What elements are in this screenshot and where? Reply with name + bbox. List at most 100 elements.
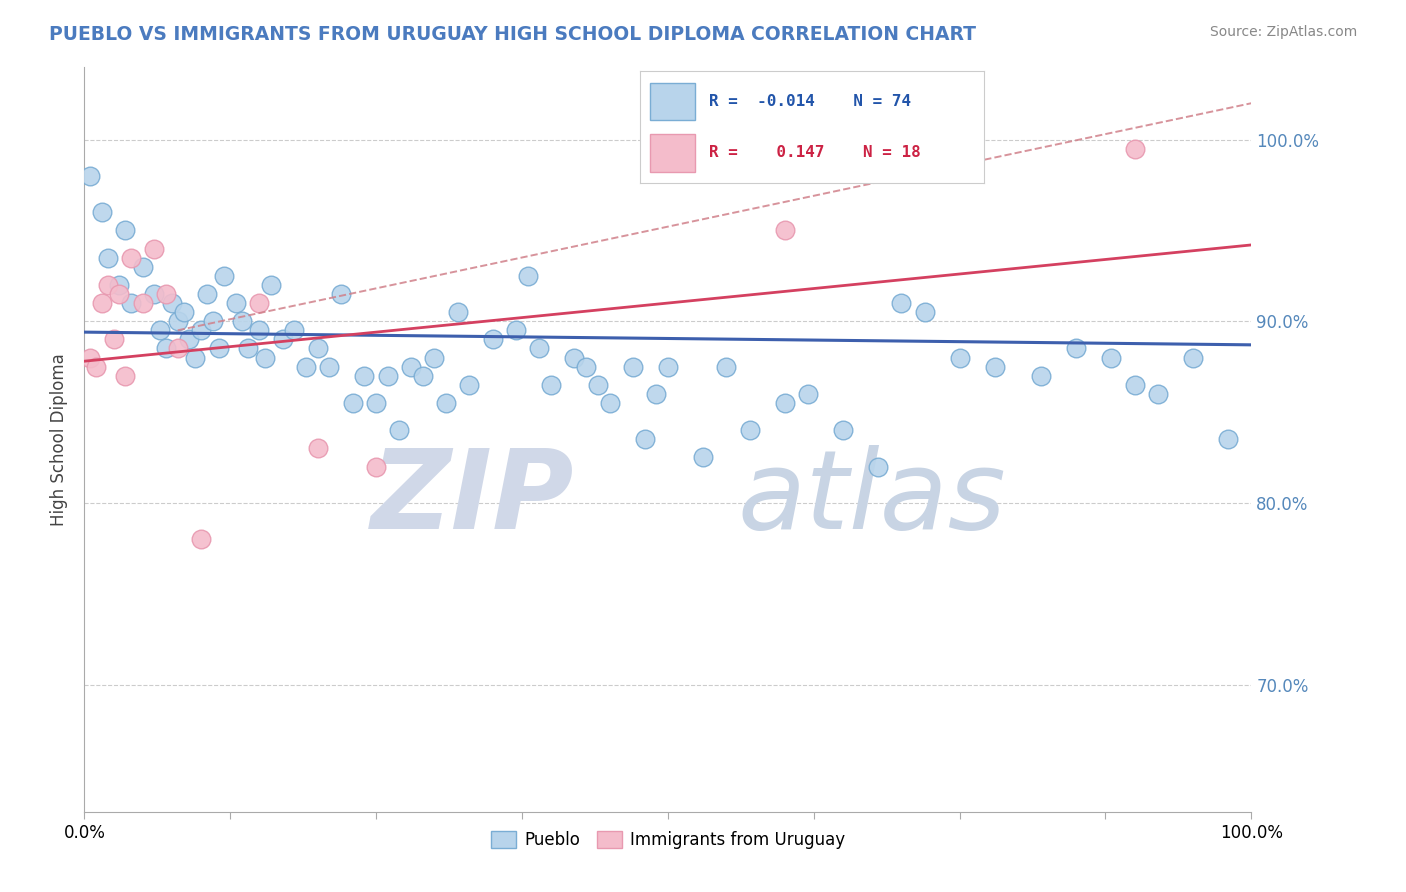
Point bbox=[155, 287, 177, 301]
Point bbox=[143, 287, 166, 301]
Point bbox=[914, 305, 936, 319]
Point bbox=[983, 359, 1005, 374]
Point bbox=[307, 342, 329, 356]
Point bbox=[108, 277, 131, 292]
Point bbox=[283, 323, 305, 337]
Point bbox=[295, 359, 318, 374]
Y-axis label: High School Diploma: High School Diploma bbox=[51, 353, 69, 525]
Point bbox=[149, 323, 172, 337]
Point bbox=[586, 377, 609, 392]
Point bbox=[516, 268, 538, 283]
Point bbox=[166, 342, 188, 356]
Point bbox=[114, 368, 136, 383]
Point bbox=[207, 342, 229, 356]
Point bbox=[1123, 142, 1146, 156]
Point bbox=[529, 342, 551, 356]
Point bbox=[132, 260, 155, 274]
Point bbox=[366, 459, 388, 474]
Point bbox=[330, 287, 353, 301]
Point bbox=[353, 368, 375, 383]
Point bbox=[540, 377, 562, 392]
Point bbox=[564, 351, 586, 365]
Point bbox=[179, 332, 201, 346]
Point bbox=[120, 251, 142, 265]
Point bbox=[195, 287, 218, 301]
Point bbox=[633, 432, 655, 446]
Point bbox=[866, 459, 889, 474]
Point bbox=[949, 351, 972, 365]
Point bbox=[184, 351, 207, 365]
Point bbox=[366, 396, 388, 410]
Point bbox=[160, 296, 183, 310]
Text: atlas: atlas bbox=[738, 445, 1007, 552]
Point bbox=[1181, 351, 1204, 365]
Point bbox=[166, 314, 188, 328]
Point bbox=[505, 323, 527, 337]
Point bbox=[1216, 432, 1239, 446]
Point bbox=[260, 277, 283, 292]
Point bbox=[1123, 377, 1146, 392]
Point bbox=[103, 332, 125, 346]
Point bbox=[173, 305, 195, 319]
Point bbox=[657, 359, 679, 374]
Bar bbox=[650, 134, 695, 171]
Point bbox=[114, 223, 136, 237]
Point bbox=[84, 359, 107, 374]
Point bbox=[458, 377, 481, 392]
Point bbox=[832, 423, 855, 437]
Point bbox=[249, 323, 271, 337]
Point bbox=[225, 296, 247, 310]
Point bbox=[434, 396, 457, 410]
Point bbox=[481, 332, 505, 346]
Point bbox=[342, 396, 364, 410]
Legend: Pueblo, Immigrants from Uruguay: Pueblo, Immigrants from Uruguay bbox=[484, 824, 852, 855]
Point bbox=[90, 296, 112, 310]
Point bbox=[108, 287, 131, 301]
Point bbox=[79, 169, 101, 183]
Point bbox=[738, 423, 761, 437]
Point bbox=[1031, 368, 1053, 383]
Point bbox=[377, 368, 399, 383]
Point bbox=[599, 396, 621, 410]
Text: ZIP: ZIP bbox=[371, 445, 575, 552]
Point bbox=[621, 359, 644, 374]
Point bbox=[190, 323, 212, 337]
Point bbox=[201, 314, 224, 328]
Point bbox=[447, 305, 470, 319]
Point bbox=[79, 351, 101, 365]
Point bbox=[120, 296, 142, 310]
Point bbox=[797, 387, 820, 401]
Point bbox=[388, 423, 411, 437]
Point bbox=[97, 251, 120, 265]
Point bbox=[890, 296, 912, 310]
Bar bbox=[650, 83, 695, 120]
Point bbox=[307, 442, 329, 456]
Point bbox=[143, 242, 166, 256]
Point bbox=[90, 205, 112, 219]
Point bbox=[271, 332, 294, 346]
Point bbox=[773, 223, 796, 237]
Point bbox=[423, 351, 446, 365]
Point bbox=[1066, 342, 1088, 356]
Point bbox=[132, 296, 155, 310]
Point bbox=[773, 396, 796, 410]
Point bbox=[231, 314, 253, 328]
Text: Source: ZipAtlas.com: Source: ZipAtlas.com bbox=[1209, 25, 1357, 39]
Point bbox=[1147, 387, 1170, 401]
Point bbox=[1099, 351, 1122, 365]
Point bbox=[318, 359, 340, 374]
Text: R =  -0.014    N = 74: R = -0.014 N = 74 bbox=[709, 94, 911, 109]
Point bbox=[190, 533, 212, 547]
Point bbox=[97, 277, 120, 292]
Text: R =    0.147    N = 18: R = 0.147 N = 18 bbox=[709, 145, 921, 161]
Point bbox=[399, 359, 422, 374]
Point bbox=[716, 359, 738, 374]
Point bbox=[575, 359, 598, 374]
Point bbox=[412, 368, 434, 383]
Point bbox=[214, 268, 236, 283]
Point bbox=[645, 387, 668, 401]
Point bbox=[254, 351, 277, 365]
Point bbox=[155, 342, 177, 356]
Point bbox=[249, 296, 271, 310]
Point bbox=[692, 450, 714, 465]
